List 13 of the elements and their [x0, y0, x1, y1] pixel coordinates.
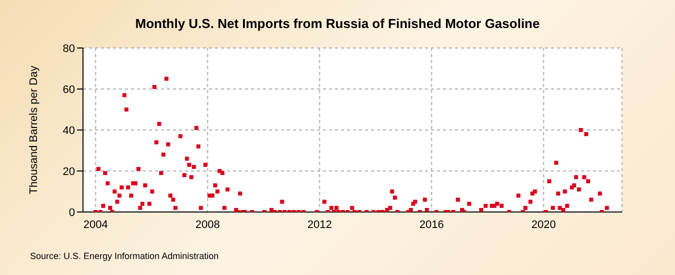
y-tick-label: 0	[68, 206, 75, 219]
y-tick-label: 60	[62, 84, 75, 96]
source-note: Source: U.S. Energy Information Administration	[30, 251, 219, 261]
x-tick-label: 2004	[83, 218, 108, 231]
x-tick-label: 2020	[531, 218, 556, 231]
x-tick-label: 2016	[419, 218, 444, 231]
y-tick-label: 20	[62, 166, 75, 178]
x-tick-label: 2008	[195, 218, 220, 231]
y-tick-label: 40	[62, 124, 75, 137]
y-tick-label: 80	[62, 42, 75, 55]
y-axis-title: Thousand Barrels per Day	[28, 65, 40, 194]
x-tick-label: 2012	[307, 218, 332, 231]
chart-title: Monthly U.S. Net Imports from Russia of Finished Motor Gasoline	[134, 16, 541, 31]
